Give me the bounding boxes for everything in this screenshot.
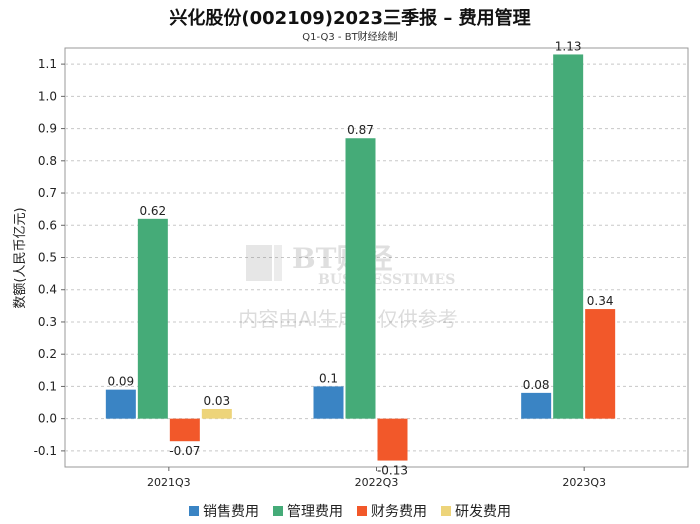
x-tick-label: 2023Q3	[562, 476, 606, 489]
bar-value-label: 0.09	[107, 375, 134, 389]
y-tick-label: 0.3	[38, 315, 57, 329]
watermark-logo-subtext: BUSINESSTIMES	[318, 272, 455, 288]
bar	[105, 389, 136, 419]
legend-label: 销售费用	[203, 504, 259, 520]
legend-swatch	[189, 506, 199, 516]
y-tick-label: 0.7	[38, 186, 57, 200]
legend-label: 管理费用	[287, 504, 343, 520]
bar	[585, 309, 616, 419]
legend-label: 研发费用	[455, 504, 511, 520]
legend-item: 管理费用	[273, 501, 343, 521]
legend-item: 财务费用	[357, 501, 427, 521]
bar-value-label: 0.34	[587, 294, 614, 308]
y-tick-label: 1.0	[38, 89, 57, 103]
y-tick-label: 0.1	[38, 379, 57, 393]
y-tick-label: 0.0	[38, 412, 57, 426]
watermark-logo-mark	[246, 245, 272, 281]
bar-value-label: 0.1	[319, 371, 338, 385]
bar-value-label: 0.62	[139, 204, 166, 218]
legend-item: 销售费用	[189, 501, 259, 521]
y-tick-label: 0.5	[38, 251, 57, 265]
bar	[377, 418, 408, 461]
bar-value-label: -0.13	[377, 464, 408, 478]
bar-value-label: 0.08	[523, 378, 550, 392]
y-tick-label: 0.9	[38, 122, 57, 136]
legend-item: 研发费用	[441, 501, 511, 521]
y-tick-label: 1.1	[38, 57, 57, 71]
bar	[169, 418, 200, 442]
legend-label: 财务费用	[371, 504, 427, 520]
y-tick-label: 0.4	[38, 283, 57, 297]
x-tick-label: 2021Q3	[147, 476, 191, 489]
bar	[345, 138, 376, 419]
legend-swatch	[441, 506, 451, 516]
chart-subtitle: Q1-Q3 - BT财经绘制	[302, 32, 398, 43]
bar-value-label: -0.07	[169, 444, 200, 458]
y-axis-label: 数额(人民币亿元)	[13, 207, 28, 308]
bar	[521, 392, 552, 419]
bar-value-label: 0.87	[347, 123, 374, 137]
chart-title: 兴化股份(002109)2023三季报 – 费用管理	[169, 8, 531, 29]
y-tick-label: 0.2	[38, 347, 57, 361]
bar	[313, 386, 344, 419]
x-tick-label: 2022Q3	[355, 476, 399, 489]
y-tick-label: 0.6	[38, 218, 57, 232]
bar	[137, 218, 168, 419]
bar-value-label: 0.03	[203, 394, 230, 408]
bar	[201, 408, 232, 419]
bar	[553, 54, 584, 419]
legend-swatch	[357, 506, 367, 516]
y-tick-label: 0.8	[38, 154, 57, 168]
legend-swatch	[273, 506, 283, 516]
watermark-logo-text: BT财经	[292, 242, 393, 275]
y-tick-label: -0.1	[34, 444, 57, 458]
legend: 销售费用 管理费用 财务费用 研发费用	[0, 501, 700, 521]
bar-value-label: 1.13	[555, 39, 582, 53]
